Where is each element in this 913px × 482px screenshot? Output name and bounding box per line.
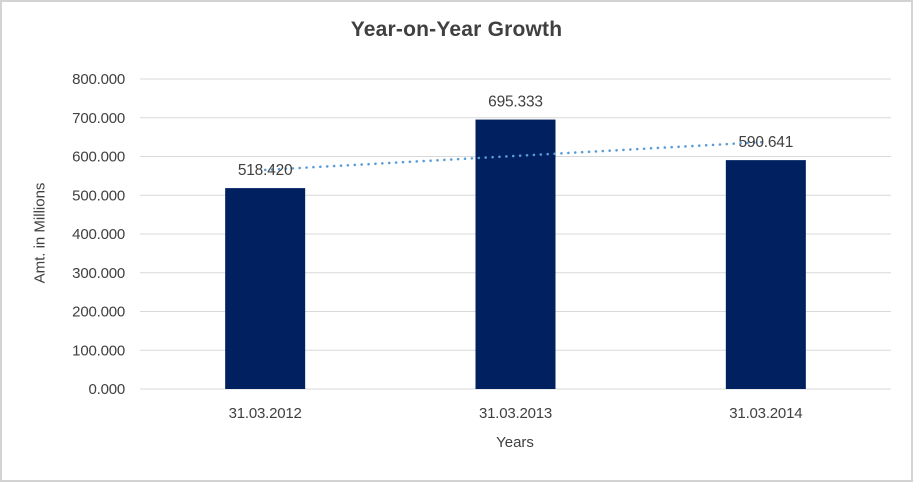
bar-31.03.2014 — [725, 160, 806, 389]
y-tick-label: 400.000 — [72, 226, 125, 243]
bar-value-label: 590.641 — [739, 134, 794, 151]
bar-31.03.2013 — [475, 119, 556, 389]
bar-value-label: 518.420 — [238, 162, 293, 179]
bar-value-label: 695.333 — [488, 94, 543, 111]
bar-31.03.2012 — [225, 188, 306, 389]
y-tick-label: 200.000 — [72, 304, 125, 321]
y-tick-label: 700.000 — [72, 110, 125, 127]
y-tick-label: 0.000 — [88, 381, 125, 398]
y-tick-label: 800.000 — [72, 71, 125, 88]
x-category-label: 31.03.2013 — [479, 405, 552, 422]
x-axis-title: Years — [496, 434, 534, 451]
y-tick-label: 100.000 — [72, 342, 125, 359]
y-tick-label: 300.000 — [72, 265, 125, 282]
trendline — [263, 140, 768, 172]
chart-title: Year-on-Year Growth — [350, 18, 563, 41]
x-category-label: 31.03.2012 — [229, 405, 302, 422]
y-tick-label: 500.000 — [72, 187, 125, 204]
x-category-label: 31.03.2014 — [729, 405, 802, 422]
y-tick-label: 600.000 — [72, 149, 125, 166]
